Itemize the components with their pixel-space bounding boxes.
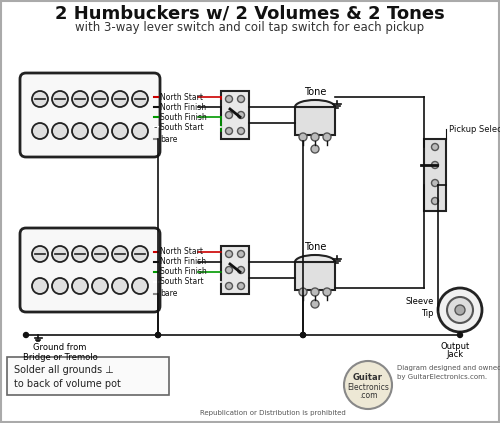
Text: North Start: North Start xyxy=(160,93,203,102)
Circle shape xyxy=(432,143,438,151)
Circle shape xyxy=(52,278,68,294)
Circle shape xyxy=(299,133,307,141)
Circle shape xyxy=(323,288,331,296)
Circle shape xyxy=(24,332,28,338)
Circle shape xyxy=(32,123,48,139)
Circle shape xyxy=(132,246,148,262)
Circle shape xyxy=(132,123,148,139)
Ellipse shape xyxy=(295,255,335,269)
Circle shape xyxy=(323,133,331,141)
Text: South Finish: South Finish xyxy=(160,267,207,277)
Text: Output: Output xyxy=(440,342,470,351)
Circle shape xyxy=(438,288,482,332)
Circle shape xyxy=(344,361,392,409)
Bar xyxy=(221,246,249,294)
Text: Bridge or Tremolo: Bridge or Tremolo xyxy=(22,353,98,362)
Circle shape xyxy=(92,91,108,107)
Circle shape xyxy=(238,266,244,274)
Text: Sleeve: Sleeve xyxy=(406,297,434,307)
Text: Republication or Distribution is prohibited: Republication or Distribution is prohibi… xyxy=(200,410,346,416)
Circle shape xyxy=(226,96,232,102)
Text: North Start: North Start xyxy=(160,247,203,256)
Circle shape xyxy=(311,300,319,308)
Circle shape xyxy=(112,278,128,294)
Text: South Start: South Start xyxy=(160,277,204,286)
Circle shape xyxy=(92,123,108,139)
Text: Guitar: Guitar xyxy=(353,374,383,382)
Text: Pickup Selector: Pickup Selector xyxy=(449,124,500,134)
Circle shape xyxy=(52,91,68,107)
FancyBboxPatch shape xyxy=(20,73,160,157)
Circle shape xyxy=(299,288,307,296)
Text: North Finish: North Finish xyxy=(160,258,206,266)
Circle shape xyxy=(300,332,306,338)
Circle shape xyxy=(52,123,68,139)
Text: Ground from: Ground from xyxy=(34,343,86,352)
Circle shape xyxy=(72,246,88,262)
Circle shape xyxy=(432,162,438,168)
Circle shape xyxy=(112,123,128,139)
Circle shape xyxy=(92,278,108,294)
Text: Solder all grounds ⊥: Solder all grounds ⊥ xyxy=(14,365,114,375)
Circle shape xyxy=(432,179,438,187)
Circle shape xyxy=(447,297,473,323)
Circle shape xyxy=(112,91,128,107)
Circle shape xyxy=(112,246,128,262)
Text: Electronics: Electronics xyxy=(347,382,389,392)
Text: Tone: Tone xyxy=(304,242,326,252)
Circle shape xyxy=(32,91,48,107)
Circle shape xyxy=(52,246,68,262)
Bar xyxy=(295,107,335,135)
Circle shape xyxy=(238,127,244,135)
Text: Tip: Tip xyxy=(422,310,434,319)
Circle shape xyxy=(311,145,319,153)
Circle shape xyxy=(72,123,88,139)
Text: .com: .com xyxy=(359,392,378,401)
Circle shape xyxy=(226,127,232,135)
Bar xyxy=(221,91,249,139)
Circle shape xyxy=(300,332,306,338)
Circle shape xyxy=(132,278,148,294)
Circle shape xyxy=(311,288,319,296)
Text: South Start: South Start xyxy=(160,123,204,132)
Circle shape xyxy=(156,332,160,338)
Circle shape xyxy=(238,283,244,289)
Circle shape xyxy=(455,305,465,315)
Circle shape xyxy=(238,96,244,102)
Text: by GuitarElectronics.com.: by GuitarElectronics.com. xyxy=(397,374,487,380)
FancyBboxPatch shape xyxy=(20,228,160,312)
Circle shape xyxy=(72,278,88,294)
FancyBboxPatch shape xyxy=(7,357,169,395)
Text: 2 Humbuckers w/ 2 Volumes & 2 Tones: 2 Humbuckers w/ 2 Volumes & 2 Tones xyxy=(55,5,445,23)
Text: with 3-way lever switch and coil tap switch for each pickup: with 3-way lever switch and coil tap swi… xyxy=(76,22,424,35)
Circle shape xyxy=(226,266,232,274)
Circle shape xyxy=(311,133,319,141)
Circle shape xyxy=(226,250,232,258)
Text: Diagram designed and owned: Diagram designed and owned xyxy=(397,365,500,371)
Text: South Finish: South Finish xyxy=(160,113,207,121)
Circle shape xyxy=(32,278,48,294)
Ellipse shape xyxy=(295,100,335,114)
Text: North Finish: North Finish xyxy=(160,102,206,112)
Circle shape xyxy=(238,250,244,258)
Circle shape xyxy=(226,112,232,118)
Text: bare: bare xyxy=(160,135,178,143)
Circle shape xyxy=(92,246,108,262)
Bar xyxy=(424,139,446,211)
Text: Jack: Jack xyxy=(446,350,464,359)
Circle shape xyxy=(32,246,48,262)
Text: to back of volume pot: to back of volume pot xyxy=(14,379,121,389)
Circle shape xyxy=(156,332,160,338)
Circle shape xyxy=(132,91,148,107)
Circle shape xyxy=(226,283,232,289)
Circle shape xyxy=(238,112,244,118)
Circle shape xyxy=(72,91,88,107)
Text: bare: bare xyxy=(160,289,178,299)
Circle shape xyxy=(458,332,462,338)
Text: Tone: Tone xyxy=(304,87,326,97)
Circle shape xyxy=(432,198,438,204)
Bar xyxy=(295,262,335,290)
